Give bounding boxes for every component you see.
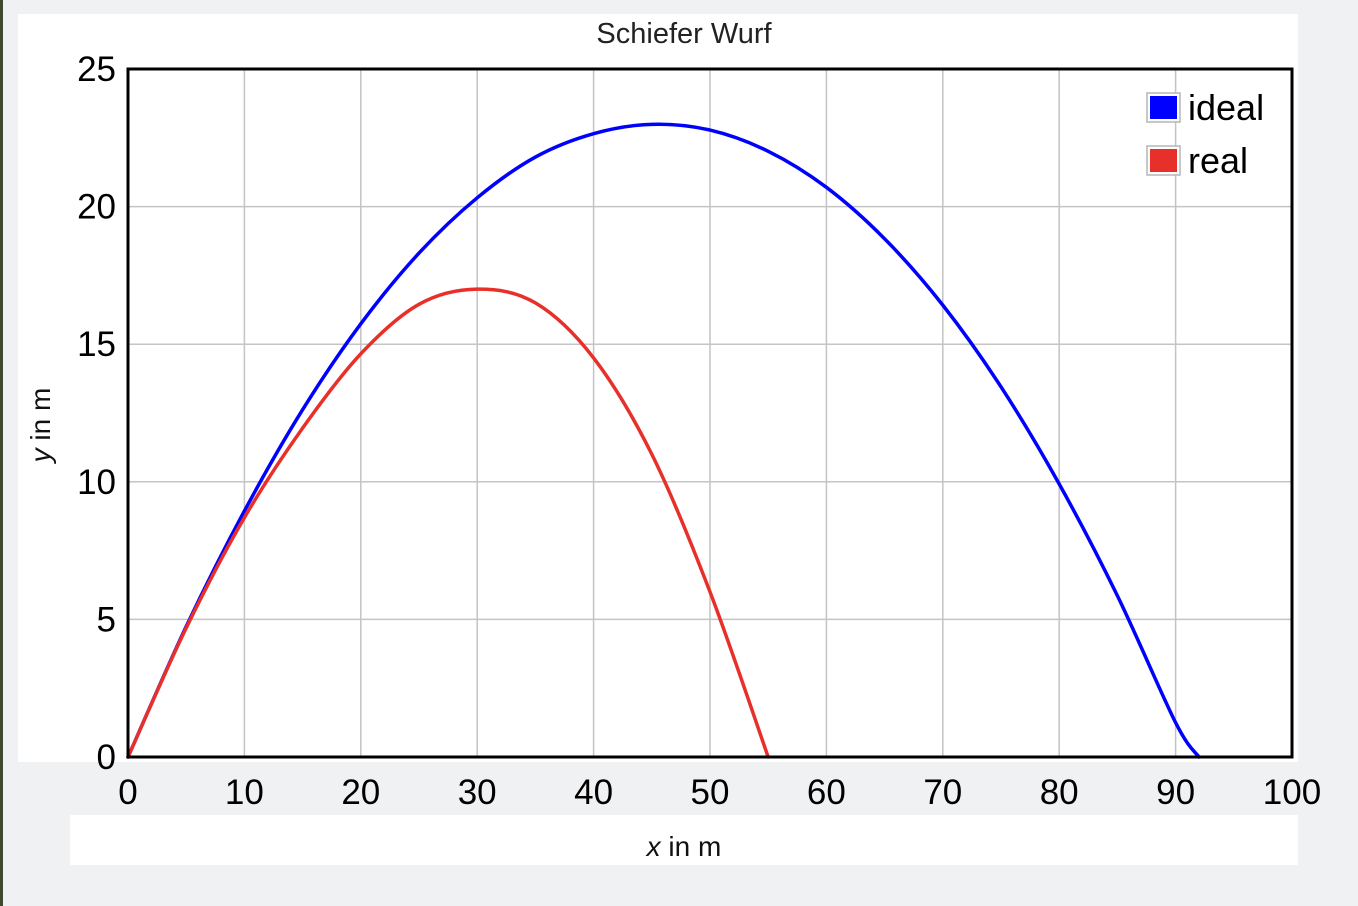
- y-axis-label: y in m: [25, 388, 56, 465]
- x-axis-unit: in m: [661, 831, 722, 862]
- y-axis-variable: y: [25, 446, 56, 464]
- legend-label-ideal: ideal: [1188, 87, 1264, 128]
- plot-frame: [126, 67, 1294, 759]
- x-tick-label: 100: [1263, 773, 1321, 812]
- x-tick-labels: 0 10 20 30 40 50 60 70 80 90 100: [118, 773, 1321, 812]
- x-tick-label: 10: [225, 773, 264, 812]
- y-tick-label: 5: [97, 600, 116, 639]
- x-tick-label: 90: [1156, 773, 1195, 812]
- x-axis-variable: x: [645, 831, 662, 862]
- y-tick-label: 15: [77, 325, 116, 364]
- window-left-edge: [0, 0, 3, 906]
- x-tick-label: 20: [341, 773, 380, 812]
- x-tick-label: 30: [458, 773, 497, 812]
- x-tick-label: 80: [1040, 773, 1079, 812]
- legend-swatch-ideal: [1150, 96, 1177, 119]
- y-tick-labels: 0 5 10 15 20 25: [77, 50, 116, 777]
- legend-swatch-real: [1150, 149, 1177, 172]
- x-tick-label: 60: [807, 773, 846, 812]
- x-tick-label: 40: [574, 773, 613, 812]
- y-axis-unit: in m: [25, 388, 56, 449]
- legend-label-real: real: [1188, 140, 1248, 181]
- legend: ideal real: [1146, 87, 1264, 181]
- series-line-ideal: [126, 122, 1201, 759]
- y-tick-label: 10: [77, 463, 116, 502]
- x-axis-label-panel: [70, 815, 1298, 865]
- x-axis-label: x in m: [645, 831, 722, 862]
- x-tick-label: 70: [923, 773, 962, 812]
- chart-title: Schiefer Wurf: [596, 18, 772, 50]
- y-tick-label: 0: [97, 738, 116, 777]
- x-tick-label: 0: [118, 773, 137, 812]
- y-tick-label: 25: [77, 50, 116, 89]
- series-layer: [126, 122, 1201, 759]
- x-tick-label: 50: [691, 773, 730, 812]
- plot-panel: [18, 14, 1298, 762]
- series-line-real: [126, 287, 770, 759]
- y-tick-label: 20: [77, 188, 116, 227]
